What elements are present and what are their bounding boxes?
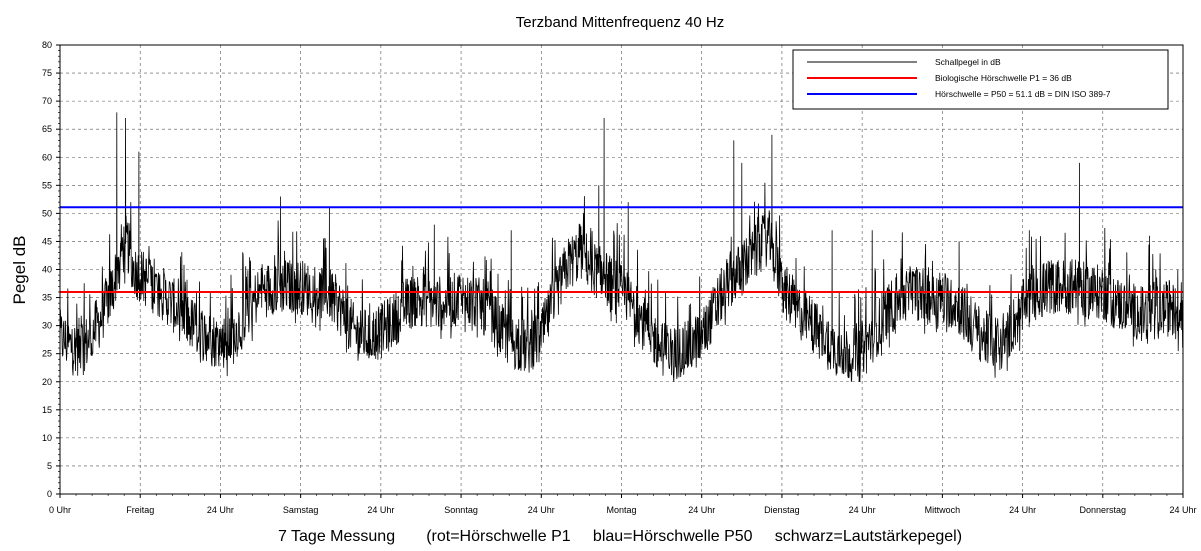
legend-box (792, 49, 1169, 110)
x-tick-label: Montag (606, 505, 636, 515)
x-tick-label: 24 Uhr (367, 505, 394, 515)
y-axis-ticks: 0 5 10 15 20 25 30 35 40 45 50 55 60 65 70 75 80 (42, 40, 60, 499)
x-tick-label: Samstag (283, 505, 319, 515)
x-tick-label: 24 Uhr (1009, 505, 1036, 515)
x-tick-label: 24 Uhr (688, 505, 715, 515)
x-tick-label: Dienstag (764, 505, 800, 515)
y-tick-label: 0 (47, 489, 52, 499)
legend-label-p1: Biologische Hörschwelle P1 = 36 dB (935, 73, 1072, 83)
x-axis-ticks: 0 Uhr Freitag 24 Uhr Samstag 24 Uhr Sonntag 24… (49, 494, 1197, 515)
legend-label-p50: Hörschwelle = P50 = 51.1 dB = DIN ISO 38… (935, 89, 1111, 99)
x-tick-label: 24 Uhr (207, 505, 234, 515)
y-tick-label: 45 (42, 236, 52, 246)
y-tick-label: 15 (42, 405, 52, 415)
y-tick-label: 30 (42, 321, 52, 331)
y-tick-label: 5 (47, 461, 52, 471)
series-schallpegel (59, 112, 1184, 382)
x-tick-label: 24 Uhr (849, 505, 876, 515)
legend: Schallpegel in dB Biologische Hörschwell… (792, 49, 1169, 110)
y-tick-label: 75 (42, 68, 52, 78)
y-tick-label: 25 (42, 349, 52, 359)
y-tick-label: 40 (42, 265, 52, 275)
y-tick-label: 35 (42, 293, 52, 303)
x-tick-label: Sonntag (444, 505, 478, 515)
plot-frame (59, 44, 1184, 495)
series-lines (59, 112, 1184, 382)
x-tick-label: 0 Uhr (49, 505, 71, 515)
y-tick-label: 80 (42, 40, 52, 50)
y-axis-label: Pegel dB (10, 236, 29, 305)
x-axis-caption: 7 Tage Messung (rot=Hörschwelle P1 blau=… (278, 528, 962, 545)
x-tick-label: Donnerstag (1080, 505, 1127, 515)
x-tick-label: Mittwoch (925, 505, 961, 515)
legend-label-schallpegel: Schallpegel in dB (935, 57, 1001, 67)
y-tick-label: 10 (42, 433, 52, 443)
y-tick-label: 60 (42, 152, 52, 162)
x-tick-label: Freitag (126, 505, 154, 515)
y-tick-label: 70 (42, 96, 52, 106)
y-tick-label: 55 (42, 180, 52, 190)
y-tick-label: 65 (42, 124, 52, 134)
y-tick-label: 50 (42, 208, 52, 218)
x-tick-label: 24 Uhr (1169, 505, 1196, 515)
x-tick-label: 24 Uhr (528, 505, 555, 515)
y-tick-label: 20 (42, 377, 52, 387)
chart-title: Terzband Mittenfrequenz 40 Hz (516, 14, 724, 31)
